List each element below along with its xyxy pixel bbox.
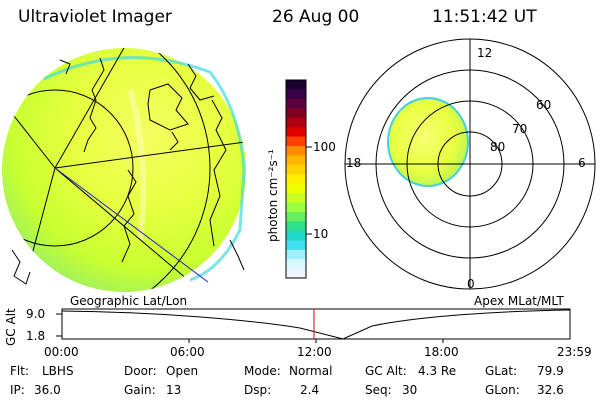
- colorbar-swatch: [286, 98, 306, 109]
- colorbar: [285, 79, 312, 279]
- mlt-label-18: 18: [346, 156, 362, 170]
- colorbar-swatch: [286, 221, 306, 232]
- glon-label: GLon:: [485, 383, 520, 397]
- timeline-xtick-label-0000: 00:00: [44, 345, 79, 359]
- ip-label: IP:: [10, 383, 25, 397]
- colorbar-swatch: [286, 202, 306, 213]
- colorbar-swatch: [286, 164, 306, 175]
- colorbar-label-10: 10: [313, 227, 329, 241]
- glat-label: GLat:: [485, 364, 518, 378]
- colorbar-swatch: [286, 230, 306, 241]
- colorbar-frame: [285, 79, 307, 279]
- geo-caption: Geographic Lat/Lon: [70, 294, 188, 308]
- time-label: 11:51:42 UT: [432, 7, 537, 27]
- door-label: Door:: [124, 364, 157, 378]
- gain-value: 13: [166, 383, 182, 397]
- bright-arc: [127, 89, 147, 241]
- terminator-line: [54, 167, 209, 283]
- colorbar-swatch: [286, 240, 306, 251]
- door-value: Open: [166, 364, 199, 378]
- timeline-plot: [56, 308, 571, 343]
- colorbar-swatch: [286, 117, 306, 128]
- gain-label: Gain:: [124, 383, 156, 397]
- colorbar-label-100: 100: [313, 140, 336, 154]
- colorbar-swatch: [286, 259, 306, 270]
- colorbar-swatch: [286, 268, 306, 279]
- colorbar-swatch: [286, 108, 306, 119]
- timeline-xtick-label-1800: 18:00: [424, 345, 459, 359]
- colorbar-swatch: [286, 183, 306, 194]
- dsp-value: 2.4: [300, 383, 320, 397]
- colorbar-swatch: [286, 80, 306, 91]
- timeline-ytick-label-1-8: 1.8: [26, 329, 46, 343]
- date-label: 26 Aug 00: [272, 7, 360, 27]
- colorbar-swatch: [286, 249, 306, 260]
- colorbar-unit-label: photon cm⁻²s⁻¹: [266, 149, 280, 242]
- colorbar-swatch: [286, 146, 306, 157]
- mlat-label-70: 70: [512, 122, 528, 136]
- colorbar-swatch: [286, 212, 306, 223]
- filter-label: Flt:: [10, 364, 29, 378]
- instrument-title: Ultraviolet Imager: [18, 7, 172, 27]
- gc-alt-value: 4.3 Re: [418, 364, 457, 378]
- timeline-xtick-label-1200: 12:00: [297, 345, 332, 359]
- mode-value: Normal: [289, 364, 333, 378]
- colorbar-swatches: [286, 80, 306, 279]
- colorbar-swatch: [286, 174, 306, 185]
- polar-caption: Apex MLat/MLT: [474, 294, 564, 308]
- earth-disk: [2, 48, 246, 292]
- colorbar-swatch: [286, 89, 306, 100]
- timeline-ylabel: GC Alt: [4, 308, 18, 346]
- mlat-label-80: 80: [490, 140, 506, 154]
- gc-alt-label: GC Alt:: [365, 364, 407, 378]
- mlat-label-60: 60: [536, 98, 552, 112]
- auroral-oval: [387, 97, 469, 187]
- mode-label: Mode:: [244, 364, 281, 378]
- limb-glow: [43, 56, 246, 282]
- colorbar-swatch: [286, 193, 306, 204]
- colorbar-swatch: [286, 155, 306, 166]
- mlt-label-12: 12: [477, 46, 493, 60]
- colorbar-swatch: [286, 127, 306, 138]
- polar-plot: [344, 38, 596, 290]
- filter-value: LBHS: [42, 364, 74, 378]
- seq-value: 30: [402, 383, 418, 397]
- seq-label: Seq:: [365, 383, 392, 397]
- mlt-label-0: 0: [467, 277, 475, 291]
- geographic-image-panel: [2, 48, 246, 292]
- timeline-xtick-label-2359: 23:59: [557, 345, 592, 359]
- timeline-xtick-label-0600: 06:00: [170, 345, 205, 359]
- timeline-ytick-label-9: 9.0: [26, 307, 46, 321]
- dsp-label: Dsp:: [244, 383, 272, 397]
- ip-value: 36.0: [34, 383, 61, 397]
- glon-value: 32.6: [537, 383, 564, 397]
- coastlines: [11, 57, 245, 285]
- altitude-curve: [61, 309, 571, 340]
- mlt-label-6: 6: [578, 156, 586, 170]
- colorbar-swatch: [286, 136, 306, 147]
- glat-value: 79.9: [537, 364, 564, 378]
